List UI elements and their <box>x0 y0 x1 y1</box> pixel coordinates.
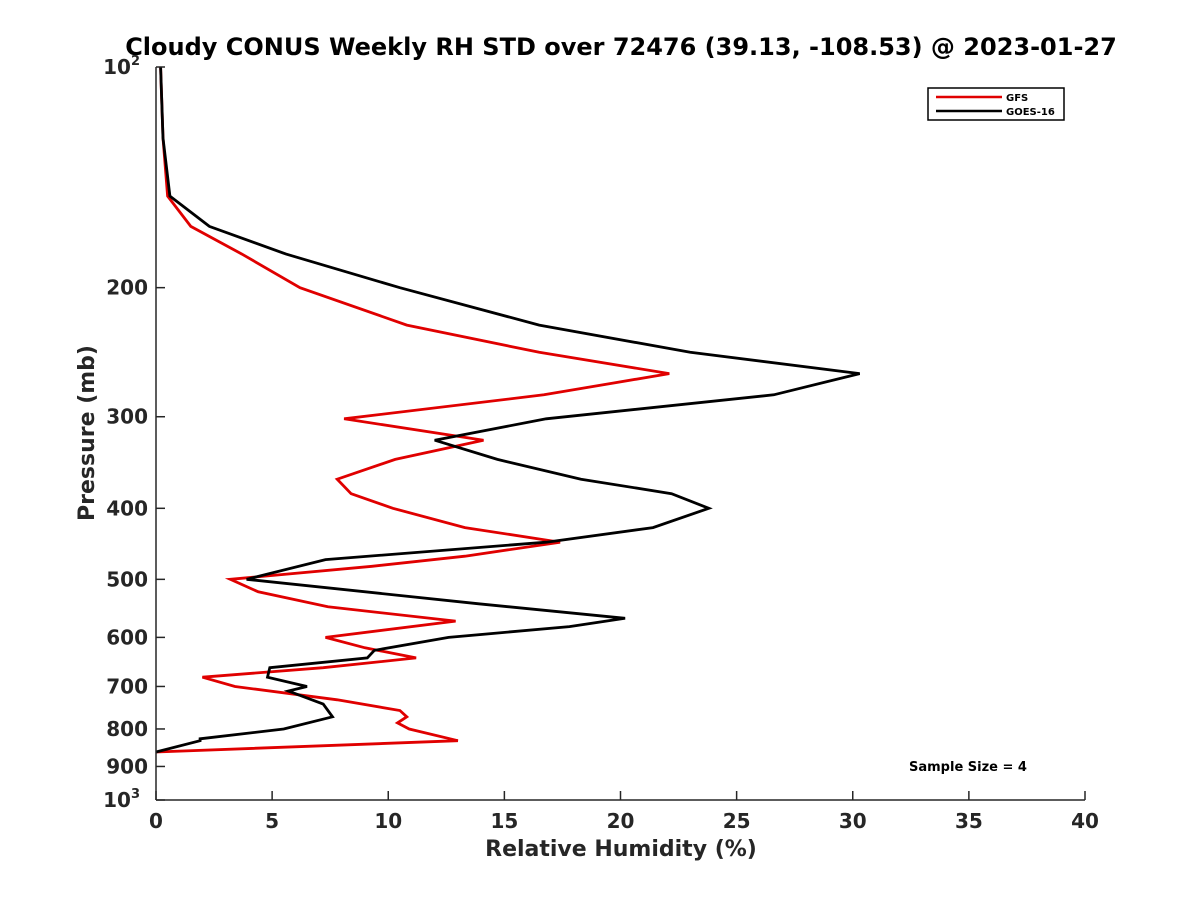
x-tick-label: 30 <box>839 809 867 833</box>
x-tick-label: 35 <box>955 809 983 833</box>
x-tick-label: 20 <box>607 809 635 833</box>
x-tick-label: 5 <box>265 809 279 833</box>
sample-size-annotation: Sample Size = 4 <box>909 760 1027 775</box>
chart-title: Cloudy CONUS Weekly RH STD over 72476 (3… <box>125 33 1117 61</box>
axes-group: 0 5 10 15 20 25 30 35 40 102 200 300 400 500 600 700 800… <box>103 54 1099 833</box>
x-axis-label: Relative Humidity (%) <box>485 837 757 862</box>
y-tick-label: 700 <box>106 674 148 698</box>
x-tick-label: 0 <box>149 809 163 833</box>
y-tick-label: 500 <box>106 567 148 591</box>
series-line-gfs <box>155 66 670 754</box>
y-tick-label: 103 <box>103 787 140 812</box>
y-tick-label: 102 <box>103 54 140 79</box>
y-tick-label: 300 <box>106 405 148 429</box>
y-tick-label: 200 <box>106 276 148 300</box>
legend: GFS GOES-16 <box>927 87 1065 121</box>
plot-series-group <box>155 66 861 754</box>
y-axis-label: Pressure (mb) <box>75 345 100 521</box>
legend-label-gfs: GFS <box>1006 93 1028 104</box>
x-tick-label: 25 <box>723 809 751 833</box>
y-tick-label: 400 <box>106 496 148 520</box>
legend-label-goes-16: GOES-16 <box>1006 107 1055 118</box>
x-tick-label: 15 <box>490 809 518 833</box>
series-line-goes-16 <box>155 66 861 754</box>
x-tick-label: 10 <box>374 809 402 833</box>
y-tick-label: 800 <box>106 717 148 741</box>
legend-box <box>927 87 1065 121</box>
x-tick-label: 40 <box>1071 809 1099 833</box>
y-tick-label: 600 <box>106 625 148 649</box>
y-tick-label: 900 <box>106 754 148 778</box>
